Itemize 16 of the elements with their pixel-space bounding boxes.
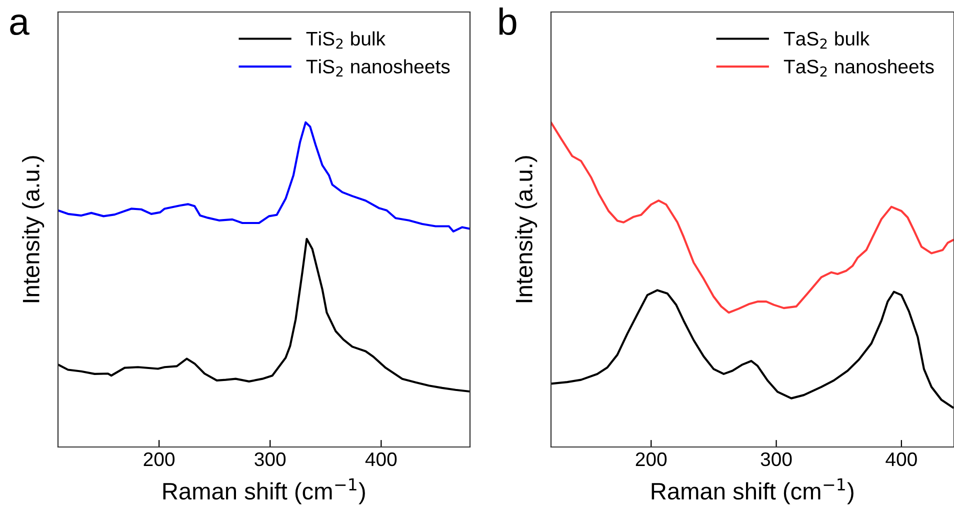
chart-title: a bbox=[10, 14, 30, 36]
x-tick-label: 300 bbox=[760, 452, 792, 466]
legend-label: TiS$_{2}$ bulk bbox=[306, 31, 386, 49]
chart-title: b bbox=[499, 7, 516, 36]
x-axis-title: Raman shift (cm$^{−1}$) bbox=[163, 478, 365, 504]
y-axis-title: Intensity (a.u.) bbox=[515, 156, 538, 302]
x-tick-label: 200 bbox=[144, 452, 175, 466]
x-tick-label: 200 bbox=[636, 452, 667, 466]
legend-label: TaS$_{2}$ nanosheets bbox=[784, 59, 934, 76]
y-axis-title: Intensity (a.u.) bbox=[22, 156, 44, 302]
x-tick-label: 400 bbox=[365, 452, 397, 466]
x-axis-title: Raman shift (cm$^{−1}$) bbox=[652, 478, 854, 504]
legend-label: TiS$_{2}$ nanosheets bbox=[306, 59, 450, 76]
legend-label: TaS$_{2}$ bulk bbox=[784, 31, 870, 49]
x-tick-label: 400 bbox=[886, 452, 917, 466]
x-tick-label: 300 bbox=[254, 452, 286, 466]
